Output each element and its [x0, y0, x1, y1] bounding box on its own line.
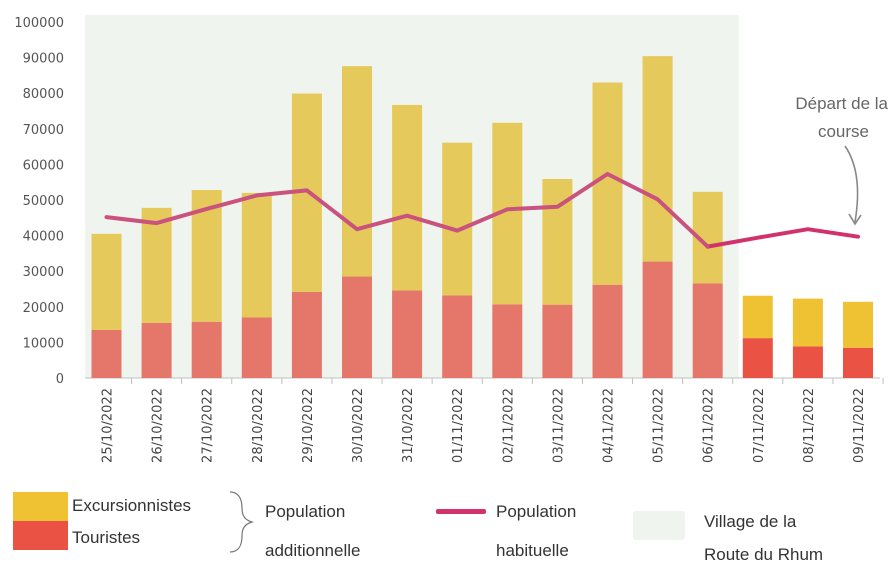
bar-touristes	[492, 304, 523, 378]
legend-swatch-touristes	[13, 521, 68, 550]
y-axis: 0 10000 20000 30000 40000 50000 60000 70000 8000…	[14, 16, 64, 387]
x-tick-label: 01/11/2022	[451, 388, 466, 463]
x-tick-label: 04/11/2022	[602, 388, 617, 463]
annotation-text-line1: Départ de la	[795, 94, 888, 113]
annotation-arrowhead	[848, 213, 862, 226]
x-tick-label: 27/10/2022	[201, 388, 216, 463]
line-population-habituelle-after	[705, 227, 860, 249]
y-tick-label: 10000	[23, 336, 64, 351]
bar-touristes	[342, 276, 372, 378]
x-tick-label: 09/11/2022	[852, 388, 867, 463]
bar-touristes	[642, 261, 673, 378]
bar-excursionnistes	[141, 207, 172, 323]
bar-excursionnistes	[742, 295, 773, 339]
y-tick-label: 90000	[23, 52, 64, 67]
bar-touristes	[692, 283, 723, 378]
bar-excursionnistes	[843, 301, 873, 348]
line-group	[104, 172, 860, 249]
x-tick-label: 07/11/2022	[752, 388, 767, 463]
x-tick-label: 29/10/2022	[301, 388, 316, 463]
annotation-text-line2: course	[818, 122, 869, 141]
legend-swatch-village	[633, 511, 685, 540]
x-tick-label: 06/11/2022	[702, 388, 717, 463]
bar-touristes	[792, 346, 823, 378]
line-point	[656, 197, 660, 201]
line-point	[605, 172, 610, 176]
annotation-arrow	[844, 145, 859, 223]
bar-excursionnistes	[792, 298, 823, 347]
line-point	[505, 207, 509, 211]
line-point	[205, 207, 209, 211]
x-tick-label: 03/11/2022	[551, 388, 566, 463]
legend-swatch-excursionnistes	[13, 492, 68, 521]
x-tick-label: 25/10/2022	[101, 388, 116, 463]
line-point	[455, 229, 459, 233]
bar-touristes	[843, 347, 873, 378]
chart-svg: 0 10000 20000 30000 40000 50000 60000 70000 8000…	[14, 15, 889, 463]
line-point	[756, 236, 760, 240]
line-point	[104, 215, 109, 219]
annotation-group: Départ de la course	[795, 94, 889, 226]
legend-label-habituelle-2: habituelle	[496, 541, 569, 560]
legend-label-village-1: Village de la	[704, 512, 797, 531]
bar-touristes	[191, 321, 222, 378]
line-point	[355, 227, 359, 231]
bar-touristes	[241, 317, 272, 378]
bar-touristes	[592, 284, 623, 378]
bar-touristes	[442, 295, 473, 378]
y-tick-label: 30000	[23, 265, 64, 280]
x-tick-label: 05/11/2022	[652, 388, 667, 463]
y-tick-label: 0	[56, 372, 64, 387]
legend-line-habituelle	[436, 509, 486, 514]
legend-label-additional-1: Population	[265, 502, 346, 521]
bar-excursionnistes	[342, 66, 372, 277]
y-tick-label: 60000	[23, 158, 64, 173]
legend-label-habituelle-1: Population	[496, 502, 577, 521]
legend-label-village-2: Route du Rhum	[704, 545, 824, 564]
legend-brace	[229, 491, 255, 553]
bar-touristes	[141, 322, 172, 378]
bar-excursionnistes	[642, 56, 673, 262]
line-point	[305, 188, 309, 192]
x-tick-label: 30/10/2022	[351, 388, 366, 463]
legend-label-additional-2: additionnelle	[265, 541, 361, 560]
line-point	[706, 245, 710, 249]
x-tick-label: 28/10/2022	[251, 388, 266, 463]
y-tick-label: 80000	[23, 87, 64, 102]
line-point	[255, 193, 259, 197]
x-tick-label: 31/10/2022	[401, 388, 416, 463]
line-point	[405, 214, 409, 218]
bar-touristes	[542, 304, 573, 378]
bar-excursionnistes	[241, 192, 272, 318]
y-tick-label: 70000	[23, 123, 64, 138]
y-tick-label: 100000	[14, 16, 64, 31]
x-tick-label: 08/11/2022	[802, 388, 817, 463]
x-tick-label: 02/11/2022	[501, 388, 516, 463]
bar-excursionnistes	[592, 82, 623, 285]
bar-touristes	[291, 291, 322, 378]
bars-group	[91, 56, 873, 378]
bar-touristes	[392, 290, 423, 378]
line-point	[856, 235, 860, 239]
x-tick-label: 26/10/2022	[151, 388, 166, 463]
legend-label-excursionnistes: Excursionnistes	[72, 496, 192, 515]
y-tick-label: 40000	[23, 230, 64, 245]
line-point	[155, 221, 159, 225]
y-tick-label: 20000	[23, 301, 64, 316]
bar-touristes	[742, 338, 773, 378]
bar-excursionnistes	[442, 142, 473, 296]
line-point	[555, 205, 560, 209]
bar-touristes	[91, 329, 122, 378]
bar-excursionnistes	[91, 233, 122, 330]
bar-excursionnistes	[392, 104, 423, 291]
y-tick-label: 50000	[23, 194, 64, 209]
x-axis: 25/10/2022 26/10/2022 27/10/2022 28/10/2022…	[101, 378, 884, 463]
legend-label-touristes: Touristes	[72, 528, 141, 547]
line-point	[806, 227, 810, 231]
